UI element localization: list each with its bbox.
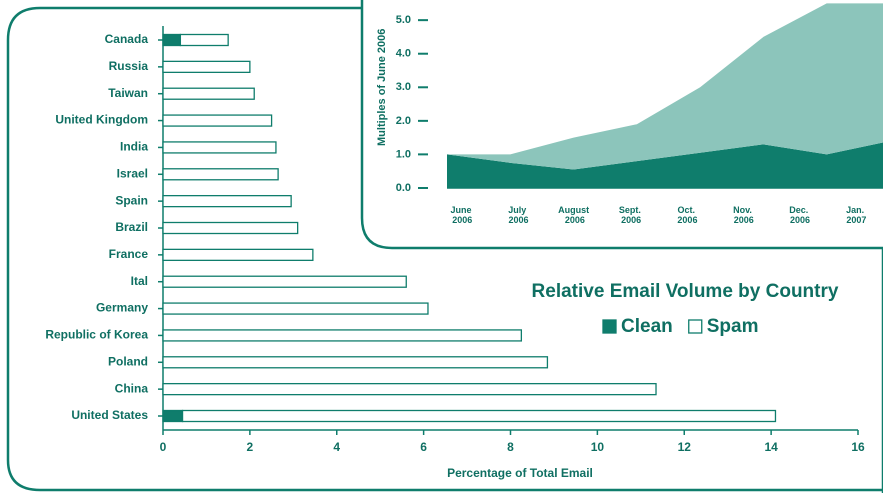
y-tick-label: Russia	[109, 59, 149, 73]
bar	[162, 141, 277, 154]
y-tick-label: United States	[71, 408, 148, 422]
y-tick-label: India	[120, 140, 148, 154]
x-tick-label: 10	[591, 440, 605, 454]
x-tick-label: 2	[247, 440, 254, 454]
bar	[162, 87, 255, 100]
y-tick-label: Germany	[96, 301, 148, 315]
x-tick-label: 12	[678, 440, 692, 454]
area	[447, 3, 883, 170]
bar	[181, 409, 777, 423]
x-tick-label: Dec. 2006	[788, 205, 811, 225]
y-tick-label: Poland	[108, 354, 148, 368]
y-tick-label: Republic of Korea	[45, 328, 148, 342]
y-tick-label: 5.0	[396, 14, 411, 26]
bar	[162, 409, 184, 423]
area-chart: 0.0 1.0 2.0 3.0 4.0 5.0 Multiples of June 2006…	[376, 3, 883, 225]
bar	[162, 356, 549, 369]
y-tick-label: China	[115, 381, 149, 395]
x-tick-label: 14	[764, 440, 778, 454]
y-tick-label: Canada	[105, 32, 149, 46]
legend-swatch	[688, 319, 703, 334]
bar	[162, 302, 429, 315]
bar	[179, 33, 229, 47]
y-tick-label: Ital	[131, 274, 148, 288]
x-tick-label: 8	[507, 440, 514, 454]
bar	[162, 60, 251, 74]
y-axis-label: Multiples of June 2006	[376, 29, 388, 146]
y-tick-label: France	[109, 247, 149, 261]
x-tick-label: August 2006	[558, 205, 589, 225]
y-tick-label: Taiwan	[108, 86, 148, 100]
y-tick-label: 4.0	[396, 48, 411, 60]
bar	[162, 382, 657, 396]
outer-frame	[6, 6, 883, 493]
chart-title: Relative Email Volume by Country	[532, 281, 839, 302]
bar	[162, 248, 314, 262]
bar	[162, 275, 407, 288]
bar-chart: 0 2 4 6 8 10 12 14 16 Percentage of Total Email Ca…	[45, 26, 865, 480]
x-axis-label: Percentage of Total Email	[447, 466, 593, 480]
bar	[162, 221, 299, 235]
y-tick-label: 0.0	[396, 182, 411, 194]
x-tick-label: July 2006	[506, 205, 529, 225]
area	[447, 141, 883, 188]
x-tick-label: 6	[420, 440, 427, 454]
y-tick-label: 3.0	[396, 81, 411, 93]
legend-label: Clean	[621, 316, 673, 337]
legend-label: Spam	[707, 316, 759, 337]
panel-frame	[360, 0, 883, 250]
x-tick-label: Jan. 2007	[844, 205, 867, 225]
bar	[162, 329, 523, 342]
x-tick-label: 16	[851, 440, 865, 454]
bar	[162, 168, 279, 181]
x-tick-label: Oct. 2006	[675, 205, 698, 225]
y-tick-label: United Kingdom	[55, 113, 148, 127]
y-tick-label: Israel	[117, 166, 148, 180]
y-tick-label: 1.0	[396, 148, 411, 160]
x-tick-label: 4	[333, 440, 340, 454]
x-tick-label: June 2006	[450, 205, 473, 225]
legend-swatch	[602, 319, 617, 334]
x-tick-label: Sept. 2006	[619, 205, 642, 225]
bar	[162, 114, 273, 127]
y-tick-label: Spain	[115, 193, 148, 207]
bar	[162, 33, 182, 47]
x-tick-label: Nov. 2006	[731, 205, 754, 225]
y-tick-label: Brazil	[115, 220, 148, 234]
bar	[162, 194, 292, 208]
x-tick-label: 0	[160, 440, 167, 454]
y-tick-label: 2.0	[396, 115, 411, 127]
